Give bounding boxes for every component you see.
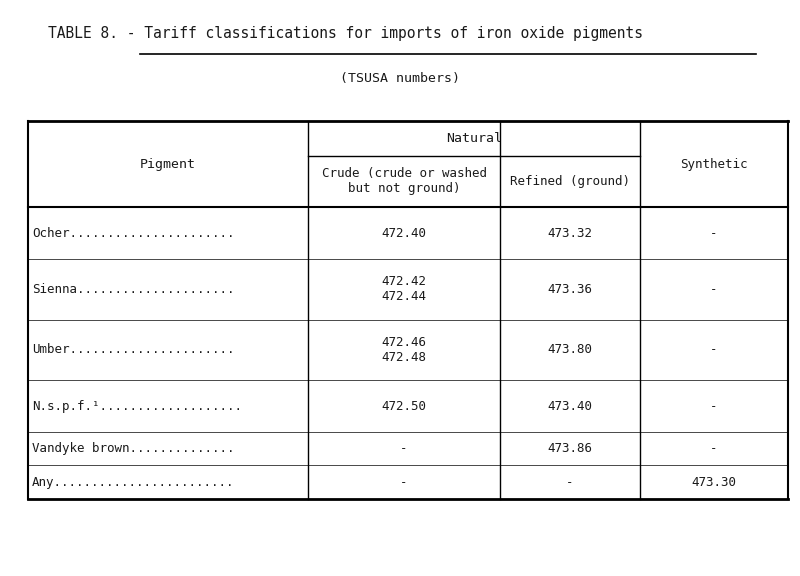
Text: Vandyke brown..............: Vandyke brown.............. <box>32 442 234 455</box>
Text: N.s.p.f.¹...................: N.s.p.f.¹................... <box>32 400 242 412</box>
Text: 473.30: 473.30 <box>691 476 737 488</box>
Text: TABLE 8. - Tariff classifications for imports of iron oxide pigments: TABLE 8. - Tariff classifications for im… <box>48 26 643 41</box>
Text: 473.32: 473.32 <box>547 227 593 240</box>
Text: Pigment: Pigment <box>140 158 196 170</box>
Text: 473.36: 473.36 <box>547 283 593 296</box>
Text: 473.86: 473.86 <box>547 442 593 455</box>
Text: 472.50: 472.50 <box>382 400 426 412</box>
Text: -: - <box>566 476 574 488</box>
Text: (TSUSA numbers): (TSUSA numbers) <box>340 72 460 85</box>
Text: Crude (crude or washed
but not ground): Crude (crude or washed but not ground) <box>322 168 486 195</box>
Text: -: - <box>400 476 408 488</box>
Text: Natural: Natural <box>446 132 502 145</box>
Text: 473.80: 473.80 <box>547 343 593 357</box>
Text: -: - <box>710 343 718 357</box>
Text: Synthetic: Synthetic <box>680 158 748 170</box>
Text: Any........................: Any........................ <box>32 476 234 488</box>
Text: 472.46
472.48: 472.46 472.48 <box>382 336 426 364</box>
Text: Umber......................: Umber...................... <box>32 343 234 357</box>
Text: -: - <box>710 227 718 240</box>
Text: -: - <box>710 442 718 455</box>
Text: 473.40: 473.40 <box>547 400 593 412</box>
Text: -: - <box>710 283 718 296</box>
Text: -: - <box>710 400 718 412</box>
Text: Sienna.....................: Sienna..................... <box>32 283 234 296</box>
Text: Refined (ground): Refined (ground) <box>510 175 630 188</box>
Text: 472.42
472.44: 472.42 472.44 <box>382 275 426 304</box>
Text: -: - <box>400 442 408 455</box>
Text: Ocher......................: Ocher...................... <box>32 227 234 240</box>
Text: 472.40: 472.40 <box>382 227 426 240</box>
